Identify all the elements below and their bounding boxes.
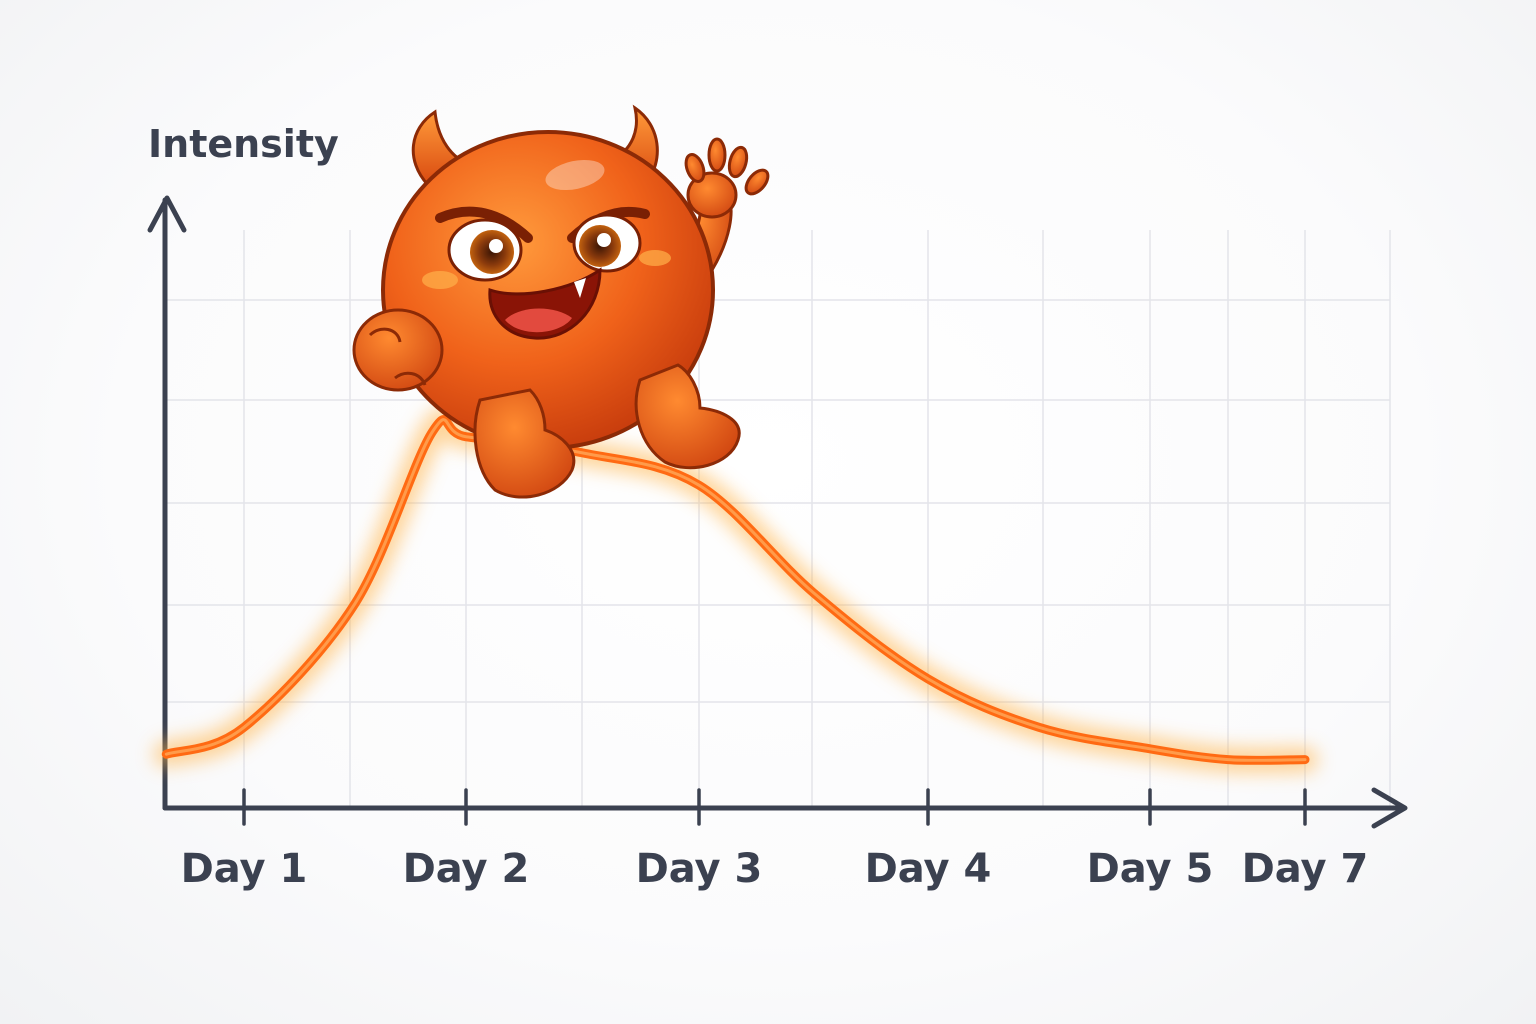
- x-tick-label: Day 2: [403, 846, 530, 892]
- x-tick-label: Day 4: [865, 846, 992, 892]
- x-tick-label: Day 3: [636, 846, 763, 892]
- x-tick-label: Day 7: [1242, 846, 1369, 892]
- devil-legs: [473, 363, 741, 499]
- devil-icon: [352, 104, 770, 499]
- series-highlight: [164, 418, 1307, 762]
- devil-mouth: [488, 267, 602, 340]
- y-axis-arrow: [147, 195, 187, 233]
- series-line: [161, 415, 1310, 765]
- x-ticks: Day 1 Day 2 Day 3 Day 4 Day 5 Day 7: [181, 788, 1369, 892]
- x-axis-arrow: [1371, 787, 1408, 829]
- y-axis-label: Intensity: [148, 122, 339, 166]
- series: [153, 406, 1318, 774]
- axes: [147, 195, 1408, 829]
- series-glow: [153, 406, 1318, 774]
- devil-eyes: [447, 213, 642, 282]
- x-tick-label: Day 5: [1087, 846, 1214, 892]
- x-tick-label: Day 1: [181, 846, 308, 892]
- grid: [165, 230, 1391, 808]
- devil-hand-waving: [684, 137, 770, 219]
- devil-fist-left: [352, 308, 444, 392]
